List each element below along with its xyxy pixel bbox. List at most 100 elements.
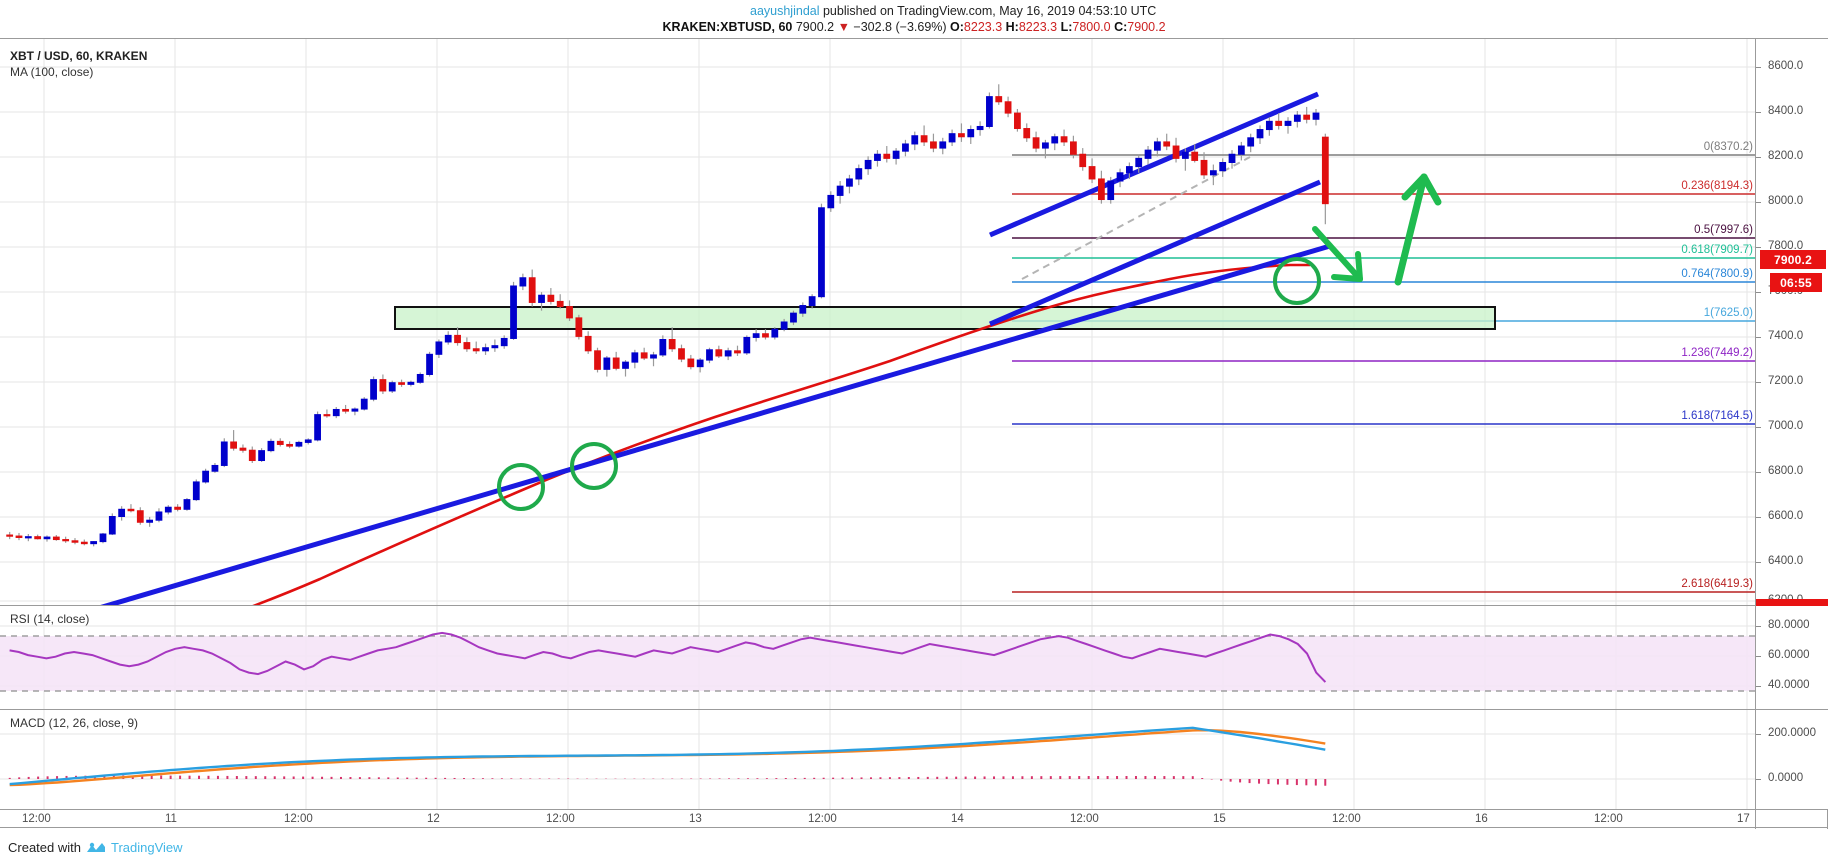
time-axis[interactable]: 12:00 11 12:00 12 12:00 13 12:00 14 12:0…: [0, 810, 1755, 828]
ma-100-line: [252, 263, 1310, 605]
rsi-axis[interactable]: 80.0000 60.0000 40.0000: [1756, 606, 1828, 709]
chart-header: aayushjindal published on TradingView.co…: [0, 0, 1828, 38]
tradingview-logo-icon: [86, 842, 105, 852]
candlestick-series: [6, 84, 1329, 547]
bounce-marker-1-circle: [497, 463, 545, 511]
price-tick-8200: 8200.0: [1768, 150, 1804, 162]
tick-dash: [1756, 562, 1761, 563]
time-tick-1: 11: [165, 813, 177, 825]
tick-dash: [1756, 247, 1761, 248]
symbol-label[interactable]: KRAKEN:XBTUSD, 60: [662, 20, 793, 34]
fib-label-05: 0.5(7997.6): [1694, 224, 1753, 236]
fib-label-0618: 0.618(7909.7): [1681, 244, 1753, 256]
price-change: −302.8 (−3.69%): [853, 20, 947, 34]
fib-label-1618: 1.618(7164.5): [1681, 410, 1753, 422]
price-tick-6400: 6400.0: [1768, 555, 1804, 567]
fib-label-1: 1(7625.0): [1703, 307, 1753, 319]
price-tick-8600: 8600.0: [1768, 60, 1804, 72]
time-tick-0: 12:00: [22, 813, 51, 825]
macd-gridlines: [0, 710, 1755, 809]
tick-dash: [1756, 112, 1761, 113]
open-value: 8223.3: [963, 20, 1003, 34]
tick-dash: [1756, 337, 1761, 338]
tick-dash: [1756, 686, 1761, 687]
breakdown-marker-circle: [1273, 257, 1321, 305]
axis-divider: [1755, 39, 1756, 829]
channel-upper-line: [989, 91, 1319, 238]
time-tick-3: 12: [427, 813, 440, 825]
chart-frame: XBT / USD, 60, KRAKEN MA (100, close) 0(…: [0, 38, 1828, 829]
last-price-badge: 7900.2: [1760, 250, 1826, 269]
tick-dash: [1756, 292, 1761, 293]
tick-dash: [1756, 517, 1761, 518]
rsi-band-fill: [0, 636, 1755, 691]
price-tick-8400: 8400.0: [1768, 105, 1804, 117]
bullish-arrow-up: [1394, 173, 1442, 286]
price-pane[interactable]: XBT / USD, 60, KRAKEN MA (100, close) 0(…: [0, 39, 1755, 605]
time-tick-6: 12:00: [808, 813, 837, 825]
fib-label-0764: 0.764(7800.9): [1681, 268, 1753, 280]
close-value: 7900.2: [1127, 20, 1166, 34]
fib-level-lines: [1012, 154, 1755, 593]
fib-label-1236: 1.236(7449.2): [1681, 347, 1753, 359]
tick-dash: [1756, 626, 1761, 627]
macd-signal-line: [9, 728, 1326, 787]
price-tick-7000: 7000.0: [1768, 420, 1804, 432]
scale-edge-badge: [1756, 599, 1828, 606]
price-axis[interactable]: 8600.0 8400.0 8200.0 8000.0 7800.0 7600.…: [1756, 39, 1828, 606]
rsi-legend: RSI (14, close): [10, 612, 90, 626]
price-tick-7400: 7400.0: [1768, 330, 1804, 342]
quote-line: KRAKEN:XBTUSD, 60 7900.2 ▼ −302.8 (−3.69…: [0, 20, 1828, 34]
tick-dash: [1756, 157, 1761, 158]
price-tick-6600: 6600.0: [1768, 510, 1804, 522]
time-tick-2: 12:00: [284, 813, 313, 825]
tick-dash: [1756, 382, 1761, 383]
tick-dash: [1756, 67, 1761, 68]
time-tick-7: 14: [951, 813, 964, 825]
macd-axis[interactable]: 200.0000 0.0000: [1756, 710, 1828, 809]
macd-tick-200: 200.0000: [1768, 727, 1816, 739]
main-rsi-separator: [0, 605, 1828, 606]
author-name[interactable]: aayushjindal: [750, 4, 820, 18]
fib-label-0236: 0.236(8194.3): [1681, 180, 1753, 192]
price-plot-svg: [0, 39, 1755, 605]
ma-legend: MA (100, close): [10, 65, 94, 79]
high-value: 8223.3: [1018, 20, 1058, 34]
channel-lower-line: [989, 179, 1321, 327]
rsi-macd-separator: [0, 709, 1828, 710]
open-label: O:: [950, 20, 964, 34]
rsi-tick-60: 60.0000: [1768, 649, 1810, 661]
bearish-arrow-down: [1312, 226, 1363, 282]
macd-legend: MACD (12, 26, close, 9): [10, 716, 139, 730]
support-zone-box: [394, 306, 1496, 330]
time-tick-5: 13: [689, 813, 702, 825]
macd-time-separator: [0, 809, 1828, 810]
time-tick-10: 12:00: [1332, 813, 1361, 825]
rsi-pane[interactable]: RSI (14, close): [0, 606, 1755, 709]
countdown-badge: 06:55: [1770, 273, 1822, 292]
macd-tick-0: 0.0000: [1768, 772, 1804, 784]
tradingview-brand[interactable]: TradingView: [110, 840, 183, 855]
macd-main-line: [9, 726, 1326, 786]
tick-dash: [1756, 779, 1761, 780]
low-value: 7800.0: [1072, 20, 1111, 34]
time-tick-9: 15: [1213, 813, 1226, 825]
macd-plot-svg: [0, 710, 1755, 809]
price-tick-8000: 8000.0: [1768, 195, 1804, 207]
price-tick-7800: 7800.0: [1768, 240, 1804, 252]
last-price: 7900.2: [795, 20, 835, 34]
footer-branding: Created with TradingView: [8, 840, 183, 855]
tick-dash: [1756, 427, 1761, 428]
rsi-line: [9, 631, 1327, 683]
fib-label-0: 0(8370.2): [1703, 141, 1753, 153]
rsi-tick-80: 80.0000: [1768, 619, 1810, 631]
tick-dash: [1756, 656, 1761, 657]
rsi-plot-svg: [0, 606, 1755, 709]
blue-ascending-trendline: [100, 243, 1331, 605]
high-label: H:: [1005, 20, 1019, 34]
low-label: L:: [1060, 20, 1073, 34]
macd-histogram: [8, 775, 1327, 786]
time-tick-8: 12:00: [1070, 813, 1099, 825]
macd-pane[interactable]: MACD (12, 26, close, 9): [0, 710, 1755, 809]
